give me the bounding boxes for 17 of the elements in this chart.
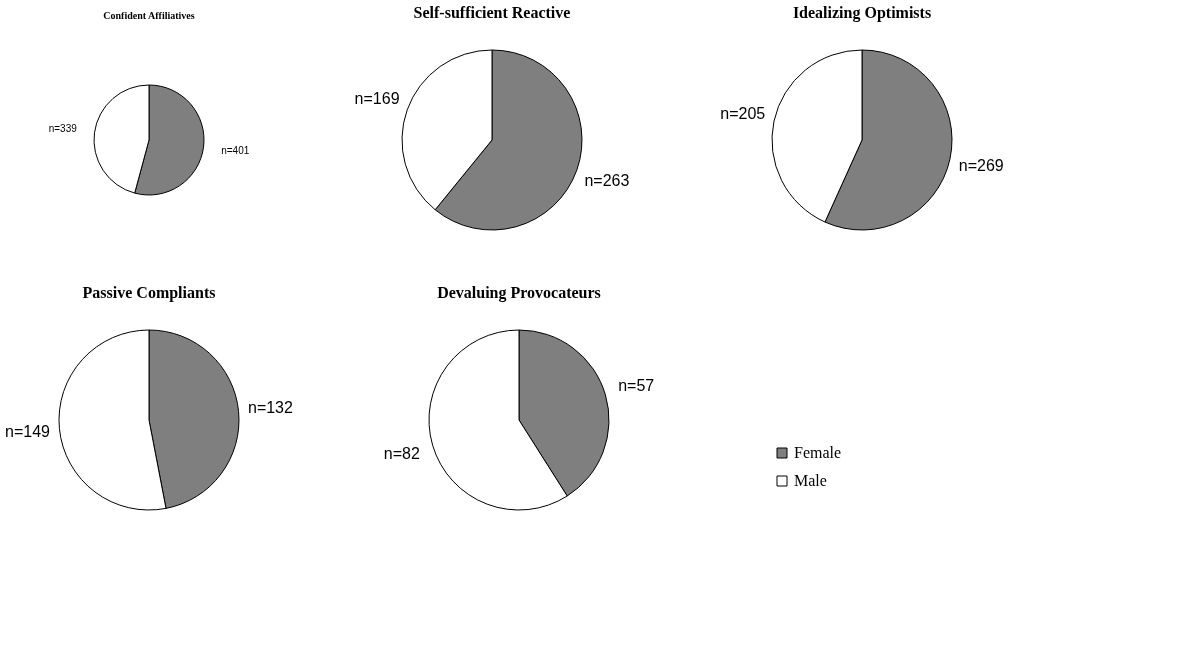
chart-title: Self-sufficient Reactive	[413, 4, 571, 21]
data-label: n=57	[618, 376, 655, 394]
data-label: n=263	[584, 171, 630, 189]
chart-title: Passive Compliants	[82, 284, 216, 302]
data-label: n=149	[5, 422, 51, 440]
chart-title: Idealizing Optimists	[792, 4, 932, 22]
data-label: n=82	[383, 445, 420, 463]
data-label: n=269	[958, 156, 1004, 174]
data-label: n=169	[354, 90, 400, 108]
chart-title: Confident Affiliatives	[103, 10, 195, 21]
data-label: n=205	[720, 105, 766, 123]
legend-label: Male	[794, 472, 827, 489]
data-label: n=132	[247, 399, 294, 417]
data-label: n=339	[48, 122, 78, 134]
data-label: n=401	[221, 145, 250, 157]
legend-label: Female	[794, 444, 842, 461]
chart-title: Devaluing Provocateurs	[437, 284, 601, 302]
